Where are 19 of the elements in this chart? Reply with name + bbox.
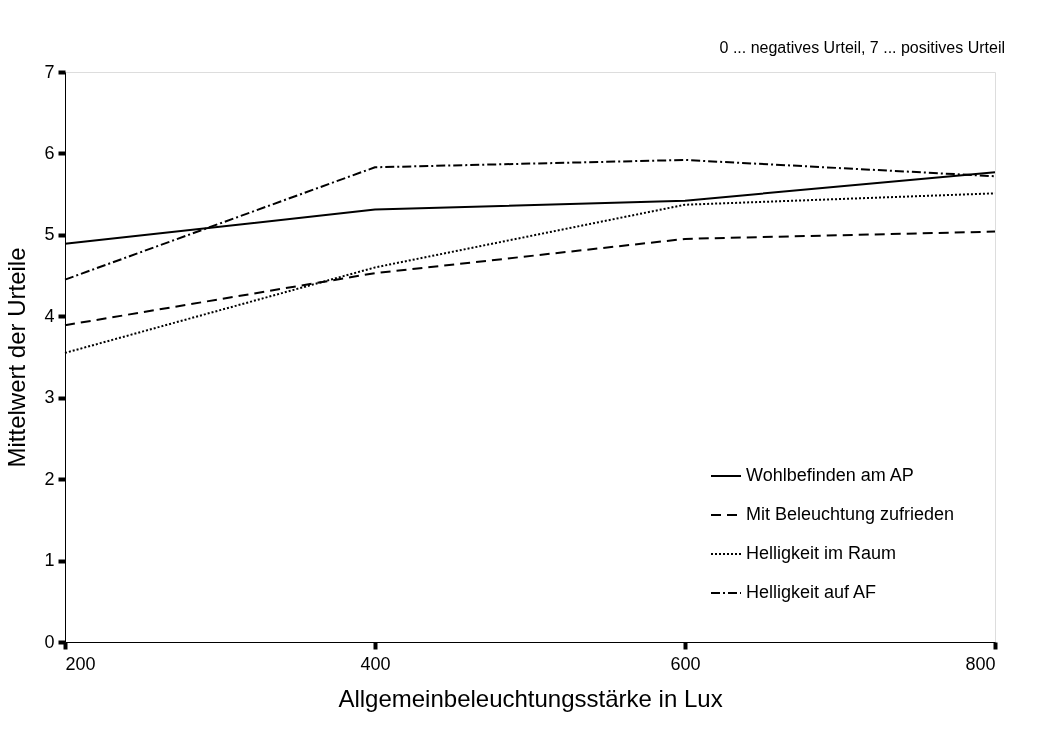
y-tick-label: 0: [44, 631, 55, 652]
x-tick-label: 200: [65, 653, 96, 674]
y-tick-label: 3: [44, 387, 55, 408]
y-tick-label: 6: [44, 142, 55, 163]
legend-label: Wohlbefinden am AP: [746, 465, 914, 485]
x-tick-label: 400: [360, 653, 391, 674]
y-tick-label: 1: [44, 550, 55, 571]
legend-label: Mit Beleuchtung zufrieden: [746, 504, 955, 524]
x-tick-label: 800: [965, 653, 996, 674]
y-axis-title: Mittelwert der Urteile: [3, 247, 31, 468]
x-tick-label: 600: [670, 653, 701, 674]
legend-label: Helligkeit im Raum: [746, 543, 897, 563]
y-tick-label: 4: [44, 305, 55, 326]
legend-label: Helligkeit auf AF: [746, 582, 877, 602]
text: 0 ... negatives Urteil, 7 ... positives Urteil: [719, 39, 1005, 56]
y-tick-label: 5: [44, 224, 55, 245]
x-axis-title: Allgemeinbeleuchtungsstärke in Lux: [338, 684, 723, 712]
y-tick-label: 7: [44, 61, 55, 82]
y-tick-label: 2: [44, 468, 55, 489]
